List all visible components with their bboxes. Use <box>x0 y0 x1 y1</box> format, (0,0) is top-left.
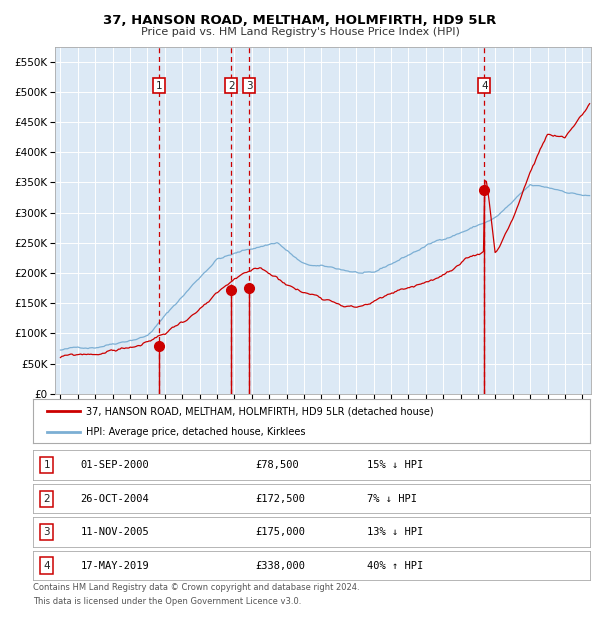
Text: 1: 1 <box>44 460 50 470</box>
Text: Contains HM Land Registry data © Crown copyright and database right 2024.: Contains HM Land Registry data © Crown c… <box>33 583 359 593</box>
Text: 15% ↓ HPI: 15% ↓ HPI <box>367 460 424 470</box>
Text: This data is licensed under the Open Government Licence v3.0.: This data is licensed under the Open Gov… <box>33 597 301 606</box>
Text: 1: 1 <box>156 81 163 91</box>
Text: 40% ↑ HPI: 40% ↑ HPI <box>367 560 424 570</box>
Text: 4: 4 <box>481 81 488 91</box>
Text: 17-MAY-2019: 17-MAY-2019 <box>80 560 149 570</box>
Text: Price paid vs. HM Land Registry's House Price Index (HPI): Price paid vs. HM Land Registry's House … <box>140 27 460 37</box>
Text: 13% ↓ HPI: 13% ↓ HPI <box>367 527 424 537</box>
Text: 11-NOV-2005: 11-NOV-2005 <box>80 527 149 537</box>
Text: 4: 4 <box>44 560 50 570</box>
Text: £78,500: £78,500 <box>256 460 299 470</box>
Text: 37, HANSON ROAD, MELTHAM, HOLMFIRTH, HD9 5LR (detached house): 37, HANSON ROAD, MELTHAM, HOLMFIRTH, HD9… <box>86 406 434 416</box>
Text: HPI: Average price, detached house, Kirklees: HPI: Average price, detached house, Kirk… <box>86 427 305 437</box>
Text: 01-SEP-2000: 01-SEP-2000 <box>80 460 149 470</box>
Text: 3: 3 <box>44 527 50 537</box>
Text: 2: 2 <box>44 494 50 503</box>
Text: 3: 3 <box>246 81 253 91</box>
Text: 37, HANSON ROAD, MELTHAM, HOLMFIRTH, HD9 5LR: 37, HANSON ROAD, MELTHAM, HOLMFIRTH, HD9… <box>103 14 497 27</box>
Text: 26-OCT-2004: 26-OCT-2004 <box>80 494 149 503</box>
Text: £338,000: £338,000 <box>256 560 306 570</box>
Text: £172,500: £172,500 <box>256 494 306 503</box>
Text: 2: 2 <box>228 81 235 91</box>
Text: 7% ↓ HPI: 7% ↓ HPI <box>367 494 417 503</box>
Text: £175,000: £175,000 <box>256 527 306 537</box>
